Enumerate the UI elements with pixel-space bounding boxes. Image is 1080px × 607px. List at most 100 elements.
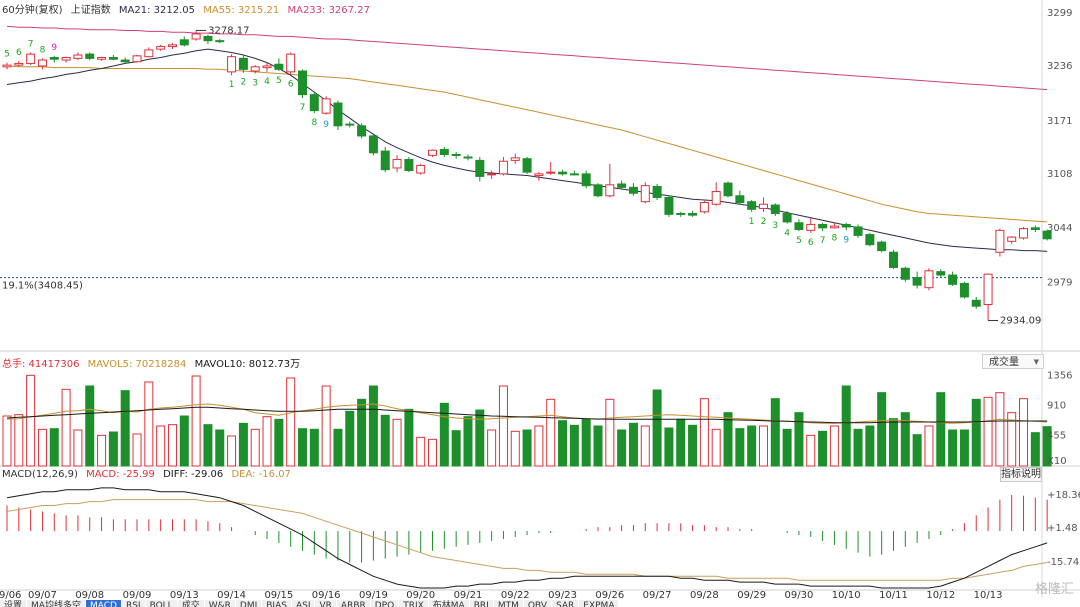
volume-bar [487, 429, 497, 467]
volume-bar [498, 385, 508, 467]
td-count-label: 9 [323, 120, 329, 130]
diff-value-label: DIFF: -29.06 [163, 469, 224, 480]
indicator-tab[interactable]: BRI [469, 600, 493, 607]
candle-body [865, 234, 875, 246]
td-count-label: 6 [808, 238, 814, 248]
candle-body [546, 171, 556, 174]
date-tick-label: 09/09 [123, 590, 152, 601]
candle-body [558, 171, 568, 175]
volume-bar [758, 425, 768, 467]
indicator-tab[interactable]: ARBR [336, 600, 370, 607]
mavol5-line [6, 403, 1048, 424]
volume-bar [711, 428, 721, 467]
ma233-label: MA233: 3267.27 [287, 5, 370, 16]
date-tick-label: 09/22 [501, 590, 530, 601]
date-tick-label: 09/27 [643, 590, 672, 601]
volume-bar [203, 424, 213, 467]
candle-body [971, 299, 981, 307]
candle-body [132, 55, 142, 63]
indicator-tab[interactable]: DMI [235, 600, 262, 607]
candle-body [487, 173, 497, 176]
td-count-label: 7 [28, 39, 34, 49]
candle-body [191, 33, 201, 40]
date-tick-label: 09/07 [28, 590, 57, 601]
candle-body [250, 66, 260, 72]
candle-body [605, 184, 615, 197]
indicator-tab[interactable]: DPO [370, 600, 399, 607]
candle-body [1019, 228, 1029, 239]
indicator-tab[interactable]: RSI [121, 600, 145, 607]
ma233-line [6, 25, 1048, 91]
ma55-line [6, 65, 1048, 223]
candle-body [877, 241, 887, 252]
candle-body [794, 222, 804, 231]
candle-body [463, 156, 473, 159]
date-tick-label: 09/19 [359, 590, 388, 601]
date-tick-label: 09/26 [595, 590, 624, 601]
ma21-label: MA21: 3212.05 [118, 5, 195, 16]
fib-label: 19.1%(3408.45) [2, 281, 83, 292]
td-count-label: 6 [288, 79, 294, 89]
date-tick-label: 09/23 [548, 590, 577, 601]
volume-bar [380, 414, 390, 467]
volume-bar [14, 414, 24, 467]
volume-bar [889, 418, 898, 467]
volume-bar [321, 385, 331, 467]
indicator-tab[interactable]: OBV [523, 600, 551, 607]
price-tick-label: 3108 [1047, 169, 1072, 180]
indicator-tab[interactable]: MA均线多空 [27, 600, 85, 607]
candle-body [900, 267, 910, 280]
indicator-tab[interactable]: MTM [493, 600, 523, 607]
indicator-dropdown[interactable]: 成交量 ▼ [982, 354, 1044, 369]
candle-body [581, 173, 591, 187]
candle-body [262, 65, 272, 69]
volume-bar [2, 415, 12, 467]
indicator-tab[interactable]: BOLL [145, 600, 177, 607]
candle-body [14, 62, 24, 66]
dea-value-label: DEA: -16.07 [231, 469, 291, 480]
date-tick-label: 09/15 [264, 590, 293, 601]
volume-bar [262, 416, 272, 467]
indicator-tab[interactable]: SAR [551, 600, 579, 607]
date-tick-label: 09/16 [312, 590, 341, 601]
volume-bar [357, 398, 367, 467]
volume-unit-label: X10 [1047, 456, 1067, 467]
indicator-tab[interactable]: VR [315, 600, 336, 607]
candle-body [782, 212, 792, 223]
indicator-help-button[interactable]: 指标说明 [1000, 467, 1042, 482]
date-tick-label: 09/20 [406, 590, 435, 601]
td-count-label: 5 [796, 236, 802, 246]
volume-bar [735, 428, 745, 467]
indicator-tab[interactable]: W&R [204, 600, 235, 607]
indicator-tab[interactable]: 布林MA [428, 600, 469, 607]
indicator-tab[interactable]: MACD [85, 600, 121, 607]
volume-bar [948, 429, 958, 467]
candle-body [924, 270, 934, 289]
volume-bar [664, 427, 674, 467]
candle-body [215, 40, 225, 43]
indicator-tab[interactable]: 设置 [0, 600, 27, 607]
candle-body [498, 160, 508, 175]
candle-body [510, 157, 520, 161]
volume-bar [936, 392, 946, 467]
price-tick-label: 2979 [1047, 278, 1072, 289]
volume-bar [1030, 432, 1040, 467]
date-tick-label: 09/29 [737, 590, 766, 601]
indicator-tab[interactable]: EXPMA [579, 600, 619, 607]
indicator-tab[interactable]: 成交 [177, 600, 204, 607]
indicator-tab[interactable]: TRIX [399, 600, 428, 607]
volume-bar [652, 389, 662, 467]
candle-body [428, 149, 438, 156]
volume-bar [841, 385, 851, 467]
volume-bar [227, 435, 237, 467]
volume-bar [274, 418, 284, 467]
volume-bar [1007, 412, 1017, 467]
volume-bar [286, 377, 296, 467]
indicator-tab[interactable]: ASI [291, 600, 315, 607]
td-count-label: 2 [761, 217, 767, 227]
volume-bar [61, 388, 71, 467]
volume-bar [156, 425, 166, 467]
volume-bar [345, 410, 355, 467]
indicator-tab[interactable]: BIAS [262, 600, 291, 607]
